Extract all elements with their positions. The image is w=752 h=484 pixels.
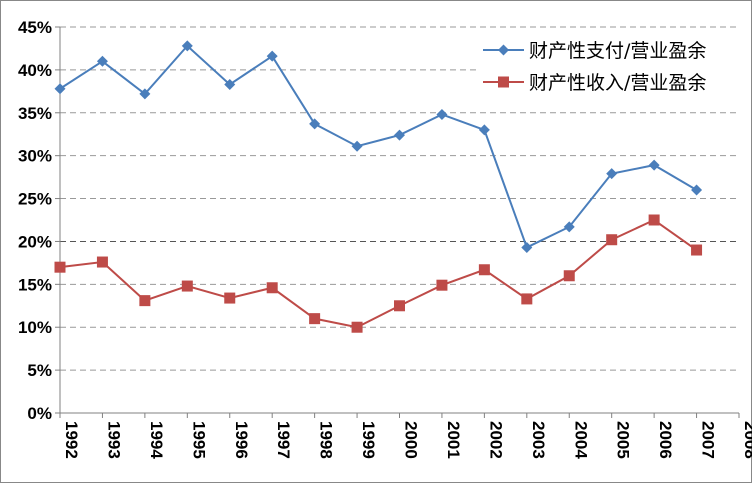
data-point (521, 241, 533, 253)
data-point (351, 140, 363, 152)
data-point (266, 282, 278, 294)
series-group (54, 40, 703, 333)
data-point (139, 88, 151, 100)
data-point (563, 270, 575, 282)
x-tick-label: 2000 (402, 421, 421, 459)
data-point (436, 108, 448, 120)
x-tick-label: 1997 (274, 421, 293, 459)
y-tick-label: 0% (27, 404, 52, 423)
data-point (691, 184, 703, 196)
y-tick-label: 15% (18, 275, 52, 294)
data-point (394, 300, 405, 312)
data-point (648, 159, 660, 171)
data-point (96, 256, 108, 268)
x-tick-label: 2005 (614, 421, 633, 459)
data-point (309, 118, 321, 130)
y-tick-label: 45% (18, 18, 52, 37)
legend-label-income: 财产性收入/营业盈余 (529, 72, 706, 94)
x-tick-label: 2002 (486, 421, 505, 459)
x-tick-label: 1992 (62, 421, 81, 459)
data-point (436, 279, 448, 291)
x-tick-label: 1999 (359, 421, 378, 459)
series-1 (54, 214, 703, 333)
data-point (691, 244, 703, 256)
y-tick-label: 35% (18, 104, 52, 123)
y-tick-label: 30% (18, 147, 52, 166)
x-tick-label: 1995 (189, 421, 208, 459)
y-tick-label: 25% (18, 190, 52, 209)
y-tick-label: 40% (18, 61, 52, 80)
y-tick-label: 5% (27, 361, 52, 380)
data-point (351, 321, 363, 333)
x-tick-label: 2007 (699, 421, 718, 459)
x-tick-label: 2004 (571, 421, 590, 459)
data-point (54, 261, 66, 273)
data-point (224, 292, 236, 304)
data-point (478, 124, 490, 136)
data-point (394, 129, 405, 141)
data-point (266, 50, 278, 62)
data-point (563, 221, 575, 233)
x-tick-label: 2003 (529, 421, 548, 459)
data-point (521, 293, 533, 305)
data-point (606, 168, 618, 180)
legend: 财产性支付/营业盈余 财产性收入/营业盈余 (479, 31, 749, 101)
y-tick-label: 10% (18, 318, 52, 337)
data-point (181, 280, 193, 292)
y-tick-label: 20% (18, 232, 52, 251)
data-point (139, 295, 151, 307)
legend-diamond-icon (498, 44, 509, 56)
data-point (96, 55, 108, 67)
series-line (59, 218, 698, 329)
legend-square-icon (498, 76, 509, 88)
x-tick-label: 1993 (104, 421, 123, 459)
x-tick-label: 1996 (232, 421, 251, 459)
x-tick-label: 1998 (317, 421, 336, 459)
data-point (309, 313, 321, 325)
x-tick-label: 1994 (147, 421, 166, 459)
x-tick-label: 2001 (444, 421, 463, 459)
legend-label-payment: 财产性支付/营业盈余 (529, 40, 706, 62)
series-line (59, 44, 698, 249)
axes: 0% 5% 10% 15% 20% 25% 30% 35% 40% 45% 1992 1993 1994… (18, 18, 752, 459)
data-point (648, 214, 660, 226)
x-tick-label: 2006 (656, 421, 675, 459)
data-point (224, 78, 236, 90)
series-0 (54, 40, 703, 253)
data-point (606, 234, 618, 246)
data-point (478, 264, 490, 276)
data-point (181, 40, 193, 52)
x-tick-label: 2008 (741, 421, 752, 459)
data-point (54, 83, 66, 95)
